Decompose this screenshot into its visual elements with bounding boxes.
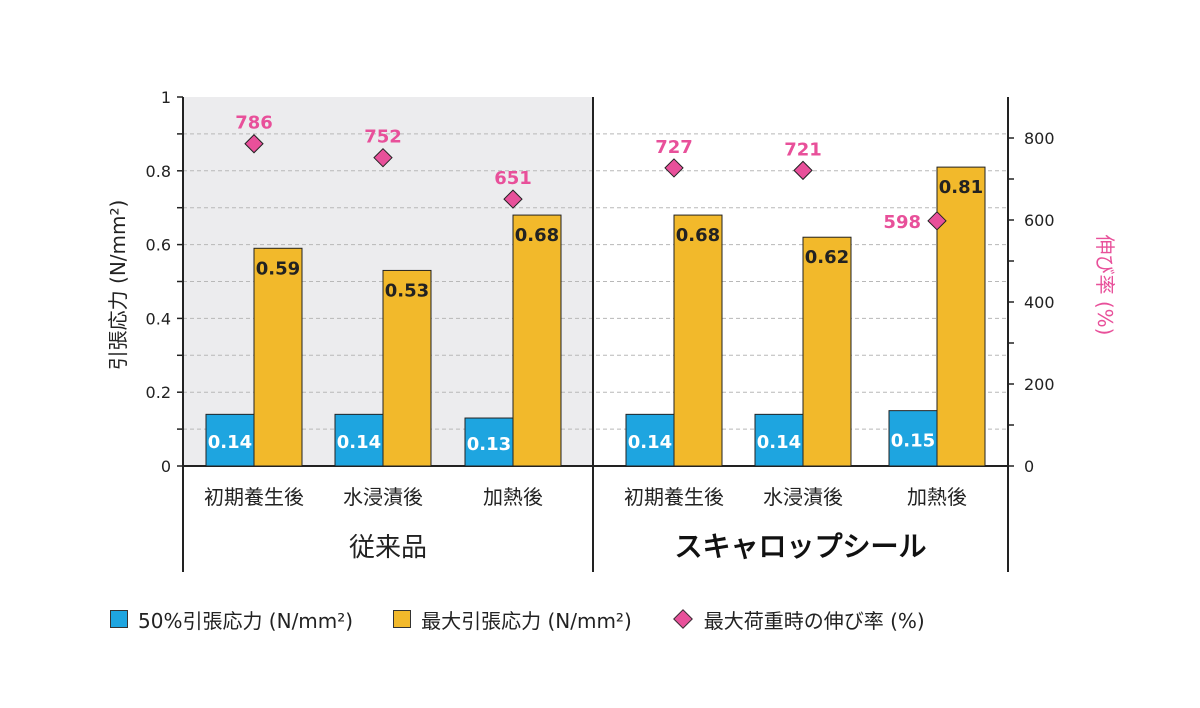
y-left-tick-label: 1 — [161, 88, 171, 107]
y-right-tick-label: 400 — [1024, 293, 1055, 312]
bar-label-50-stress: 0.15 — [891, 430, 935, 451]
category-label: 初期養生後 — [624, 485, 724, 509]
y-right-tick-label: 0 — [1024, 457, 1034, 476]
bar-50-stress — [464, 417, 514, 467]
y-axis-left-title: 引張応力 (N/mm²) — [106, 200, 130, 371]
elongation-point — [244, 134, 264, 154]
elongation-label: 727 — [655, 137, 693, 158]
elongation-label: 786 — [235, 113, 273, 134]
y-right-tick-label: 200 — [1024, 375, 1055, 394]
bar-50-stress — [754, 413, 804, 467]
legend-label-elongation: 最大荷重時の伸び率 (%) — [703, 608, 925, 633]
group-label-conventional: 従来品 — [349, 533, 427, 563]
bar-label-50-stress: 0.14 — [208, 432, 252, 453]
elongation-point — [503, 189, 523, 209]
legend-swatch-max-stress — [393, 610, 412, 628]
legend-label-50-stress: 50%引張応力 (N/mm²) — [138, 608, 354, 633]
bar-50-stress — [888, 410, 938, 467]
category-label: 水浸漬後 — [343, 485, 423, 509]
category-label: 初期養生後 — [204, 485, 304, 509]
y-left-tick-label: 0.4 — [146, 309, 171, 328]
bar-label-50-stress: 0.14 — [757, 432, 801, 453]
y-right-tick-label: 600 — [1024, 211, 1055, 230]
bar-label-max-stress: 0.81 — [939, 177, 983, 198]
category-label: 加熱後 — [907, 485, 967, 509]
bar-label-50-stress: 0.14 — [628, 432, 672, 453]
bar-label-max-stress: 0.68 — [676, 225, 720, 246]
y-right-tick-label: 800 — [1024, 129, 1055, 148]
legend-swatch-50-stress — [110, 610, 128, 628]
y-left-tick-label: 0.2 — [146, 383, 171, 402]
bar-label-max-stress: 0.53 — [385, 280, 429, 301]
y-left-tick-label: 0.8 — [146, 162, 171, 181]
legend-item-elongation: 最大荷重時の伸び率 (%) — [672, 605, 925, 634]
elongation-label: 651 — [494, 168, 532, 189]
bar-label-max-stress: 0.59 — [256, 258, 300, 279]
bar-50-stress — [625, 413, 675, 467]
bar-label-50-stress: 0.14 — [337, 432, 381, 453]
elongation-point — [927, 211, 947, 231]
legend-item-50-stress: 50%引張応力 (N/mm²) — [110, 605, 353, 634]
category-label: 水浸漬後 — [763, 485, 843, 509]
bar-max-stress — [673, 214, 723, 467]
y-left-tick-label: 0 — [161, 457, 171, 476]
legend-diamond-elongation — [672, 609, 693, 629]
bar-label-max-stress: 0.68 — [515, 225, 559, 246]
bar-max-stress — [253, 247, 303, 467]
bar-max-stress — [382, 269, 432, 467]
legend-item-max-stress: 最大引張応力 (N/mm²) — [393, 605, 632, 634]
legend: 50%引張応力 (N/mm²) 最大引張応力 (N/mm²) 最大荷重時の伸び率… — [110, 604, 925, 634]
legend-label-max-stress: 最大引張応力 (N/mm²) — [421, 608, 632, 633]
y-axis-right-title: 伸び率 (%) — [1093, 235, 1117, 336]
group-label-scallop-seal: スキャロップシール — [674, 530, 926, 563]
bar-max-stress — [936, 166, 986, 467]
bar-label-50-stress: 0.13 — [467, 434, 511, 455]
elongation-point — [664, 158, 684, 178]
bar-label-max-stress: 0.62 — [805, 247, 849, 268]
elongation-label: 721 — [784, 139, 822, 160]
elongation-point — [373, 147, 393, 168]
category-label: 加熱後 — [483, 485, 543, 509]
elongation-label: 598 — [883, 212, 921, 233]
bar-max-stress — [802, 236, 852, 467]
elongation-point — [793, 160, 813, 181]
y-left-tick-label: 0.6 — [146, 236, 171, 255]
bar-max-stress — [512, 214, 562, 467]
elongation-label: 752 — [364, 127, 402, 148]
